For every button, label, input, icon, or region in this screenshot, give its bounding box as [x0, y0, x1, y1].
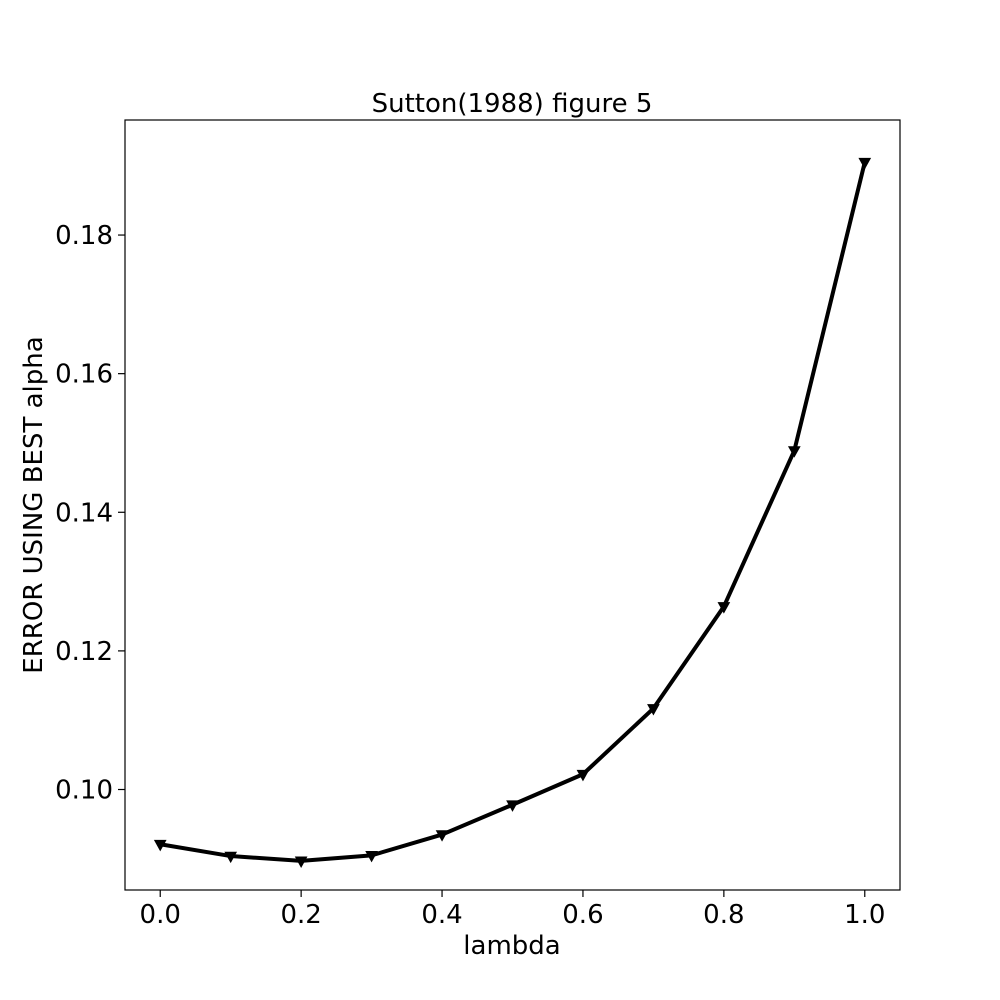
- data-point-marker: [294, 856, 308, 868]
- y-tick-label: 0.18: [55, 221, 113, 251]
- x-tick-label: 1.0: [844, 900, 885, 930]
- y-axis-label: ERROR USING BEST alpha: [19, 336, 49, 673]
- data-point-marker: [153, 839, 167, 852]
- plot-frame: [124, 119, 901, 891]
- y-tick-label: 0.10: [55, 776, 113, 806]
- x-tick-label: 0.4: [421, 900, 462, 930]
- x-tick-label: 0.2: [280, 900, 321, 930]
- data-point-marker: [858, 157, 872, 170]
- y-axis: 0.10 0.12 0.14 0.16 0.18: [55, 221, 125, 806]
- x-axis-label: lambda: [463, 931, 560, 961]
- data-point-marker: [787, 446, 801, 458]
- data-point-marker: [365, 850, 378, 863]
- x-tick-label: 0.8: [703, 900, 744, 930]
- plot-area: [153, 157, 872, 868]
- data-point-marker: [224, 851, 238, 864]
- y-tick-label: 0.14: [55, 498, 113, 528]
- data-point-marker: [717, 602, 731, 614]
- data-point-marker: [576, 769, 590, 782]
- x-axis: 0.0 0.2 0.4 0.6 0.8 1.0: [140, 890, 885, 930]
- data-point-marker: [647, 704, 660, 716]
- data-point-marker: [435, 830, 449, 842]
- chart-title: Sutton(1988) figure 5: [372, 89, 653, 119]
- x-tick-label: 0.6: [562, 900, 603, 930]
- x-tick-label: 0.0: [140, 900, 181, 930]
- y-tick-label: 0.12: [55, 637, 113, 667]
- data-point-marker: [506, 800, 519, 812]
- y-tick-label: 0.16: [55, 360, 113, 390]
